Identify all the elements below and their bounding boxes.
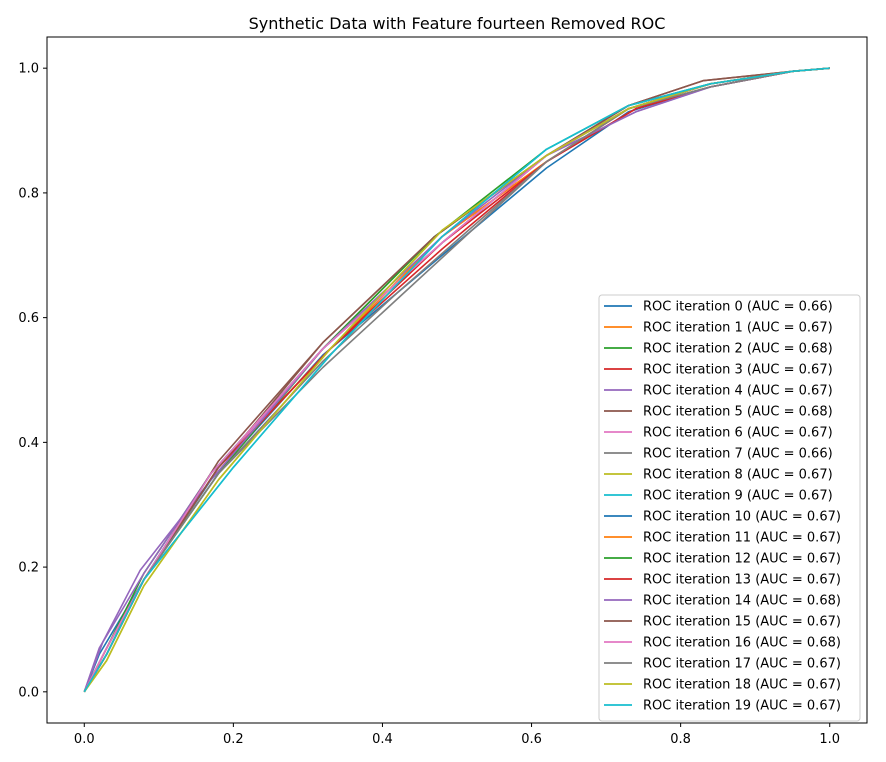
x-tick-label: 0.2: [223, 732, 244, 747]
legend-box: [598, 294, 861, 722]
y-axis: 0.0 0.2 0.4 0.6 0.8 1.0: [18, 62, 47, 700]
legend-entry: ROC iteration 4 (AUC = 0.67): [643, 384, 833, 399]
y-tick-label: 0.2: [18, 561, 39, 576]
legend-entry: ROC iteration 6 (AUC = 0.67): [643, 426, 833, 441]
x-tick-label: 1.0: [819, 732, 840, 747]
y-tick-label: 0.0: [18, 685, 39, 700]
legend-entry: ROC iteration 14 (AUC = 0.68): [643, 594, 841, 609]
legend-entry: ROC iteration 1 (AUC = 0.67): [643, 321, 833, 336]
x-tick-label: 0.6: [521, 732, 542, 747]
x-tick-label: 0.4: [372, 732, 393, 747]
legend-entry: ROC iteration 9 (AUC = 0.67): [643, 489, 833, 504]
legend-entry: ROC iteration 15 (AUC = 0.67): [643, 615, 841, 630]
legend: ROC iteration 0 (AUC = 0.66) ROC iteratio…: [598, 294, 861, 722]
x-tick-label: 0.0: [74, 732, 95, 747]
legend-entry: ROC iteration 17 (AUC = 0.67): [643, 657, 841, 672]
legend-entry: ROC iteration 11 (AUC = 0.67): [643, 531, 841, 546]
legend-entry: ROC iteration 19 (AUC = 0.67): [643, 699, 841, 714]
x-tick-label: 0.8: [670, 732, 691, 747]
legend-entry: ROC iteration 18 (AUC = 0.67): [643, 678, 841, 693]
y-tick-label: 0.4: [18, 436, 39, 451]
legend-entry: ROC iteration 16 (AUC = 0.68): [643, 636, 841, 651]
legend-entry: ROC iteration 2 (AUC = 0.68): [643, 342, 833, 357]
y-tick-label: 0.6: [18, 311, 39, 326]
legend-entry: ROC iteration 7 (AUC = 0.66): [643, 447, 833, 462]
legend-entry: ROC iteration 13 (AUC = 0.67): [643, 573, 841, 588]
legend-entry: ROC iteration 0 (AUC = 0.66): [643, 300, 833, 315]
legend-entry: ROC iteration 12 (AUC = 0.67): [643, 552, 841, 567]
legend-entry: ROC iteration 3 (AUC = 0.67): [643, 363, 833, 378]
chart-title: Synthetic Data with Feature fourteen Rem…: [249, 14, 666, 33]
x-axis: 0.0 0.2 0.4 0.6 0.8 1.0: [74, 723, 840, 747]
series-lines: [83, 67, 830, 693]
y-tick-label: 0.8: [18, 186, 39, 201]
legend-entry: ROC iteration 8 (AUC = 0.67): [643, 468, 833, 483]
legend-entry: ROC iteration 5 (AUC = 0.68): [643, 405, 833, 420]
plot-frame: [46, 36, 868, 724]
roc-line-19: [83, 67, 830, 693]
legend-entry: ROC iteration 10 (AUC = 0.67): [643, 510, 841, 525]
y-tick-label: 1.0: [18, 62, 39, 77]
